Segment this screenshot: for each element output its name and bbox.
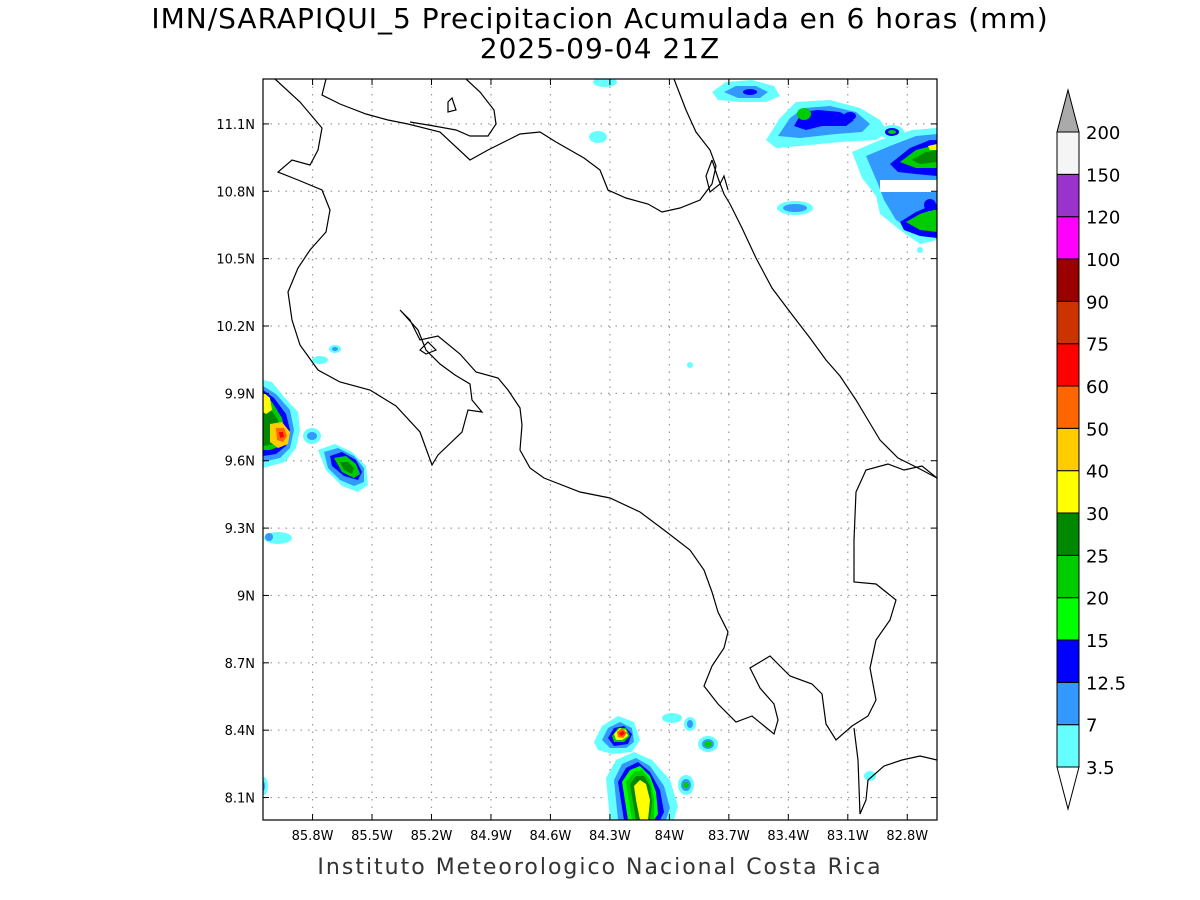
lon-tick-label: 84.6W xyxy=(530,829,572,844)
map-timestamp: 2025-09-04 21Z xyxy=(479,32,721,65)
colorbar-label: 25 xyxy=(1086,546,1109,567)
lat-tick-label: 9.3N xyxy=(225,522,255,537)
lat-tick-label: 9N xyxy=(237,589,255,604)
colorbar-swatch xyxy=(1056,681,1080,726)
precip-cell-west-coast xyxy=(263,380,300,795)
colorbar-label: 12.5 xyxy=(1086,673,1126,694)
lat-tick-label: 8.1N xyxy=(225,792,255,807)
lon-tick-label: 83.4W xyxy=(767,829,809,844)
map-title: IMN/SARAPIQUI_5 Precipitacion Acumulada … xyxy=(151,2,1049,35)
lon-tick-label: 85.5W xyxy=(351,829,393,844)
lat-tick-label: 10.2N xyxy=(216,320,255,335)
colorbar-label: 100 xyxy=(1086,250,1120,271)
colorbar-swatch xyxy=(1056,343,1080,387)
lon-tick-label: 82.8W xyxy=(886,829,928,844)
colorbar-label: 7 xyxy=(1086,716,1097,737)
island-shape xyxy=(447,96,457,113)
colorbar-swatch xyxy=(1056,300,1080,345)
colorbar-label: 20 xyxy=(1086,589,1109,610)
precip-cell-caribbean xyxy=(589,79,937,253)
lat-tick-label: 10.5N xyxy=(216,253,255,268)
lat-tick-label: 9.9N xyxy=(225,387,255,402)
lake-nicaragua-shore xyxy=(409,79,497,137)
colorbar-label: 90 xyxy=(1086,292,1109,313)
plot-area xyxy=(263,79,937,820)
lat-tick-label: 8.4N xyxy=(225,724,255,739)
caribbean-coast-south xyxy=(711,159,937,479)
colorbar-label: 75 xyxy=(1086,335,1109,356)
precip-cell-south xyxy=(594,362,876,820)
lat-tick-label: 9.6N xyxy=(225,455,255,470)
lat-tick-label: 11.1N xyxy=(216,118,255,133)
lon-tick-label: 83.1W xyxy=(827,829,869,844)
axis-labels: 11.1N 10.8N 10.5N 10.2N 9.9N 9.6N 9.3N 9N 8.7N 8.… xyxy=(216,79,937,844)
nicoya-island xyxy=(419,341,438,355)
colorbar-label: 60 xyxy=(1086,377,1109,398)
colorbar-swatch xyxy=(1056,385,1080,429)
colorbar-swatch xyxy=(1056,427,1080,472)
colorbar-label: 15 xyxy=(1086,631,1109,652)
colorbar-swatch xyxy=(1056,639,1080,683)
pacific-coastline xyxy=(274,79,937,741)
osa-peninsula-line xyxy=(705,159,729,194)
panama-border xyxy=(853,727,937,815)
footer-credit: Instituto Meteorologico Nacional Costa R… xyxy=(317,855,883,880)
lat-tick-label: 10.8N xyxy=(216,185,255,200)
colorbar-label: 3.5 xyxy=(1086,758,1115,779)
lat-tick-label: 8.7N xyxy=(225,657,255,672)
colorbar-label: 50 xyxy=(1086,419,1109,440)
colorbar-swatch xyxy=(1056,131,1080,175)
colorbar-swatch xyxy=(1056,554,1080,599)
colorbar-label: 200 xyxy=(1086,123,1120,144)
precip-cell-nicoya-offshore xyxy=(303,345,368,492)
caribbean-coastline xyxy=(321,79,717,213)
colorbar-swatch xyxy=(1056,258,1080,302)
colorbar-label: 40 xyxy=(1086,462,1109,483)
plot-frame xyxy=(262,78,938,821)
lon-tick-label: 84.3W xyxy=(589,829,631,844)
colorbar-bottom-arrow xyxy=(1056,766,1080,811)
colorbar-swatch xyxy=(1056,173,1080,218)
colorbar-label: 120 xyxy=(1086,208,1120,229)
lon-tick-label: 84.9W xyxy=(470,829,512,844)
colorbar-label: 150 xyxy=(1086,165,1120,186)
lon-tick-label: 83.7W xyxy=(708,829,750,844)
colorbar: 3.5 7 12.5 15 20 25 30 40 50 60 75 90 100 120 150 200 xyxy=(1056,88,1126,811)
colorbar-swatch xyxy=(1056,512,1080,556)
colorbar-swatch xyxy=(1056,216,1080,260)
colorbar-label: 30 xyxy=(1086,504,1109,525)
colorbar-swatch xyxy=(1056,470,1080,514)
colorbar-swatch xyxy=(1056,724,1080,768)
coastline-layer xyxy=(274,79,937,815)
colorbar-top-arrow xyxy=(1056,88,1080,133)
colorbar-swatch xyxy=(1056,597,1080,641)
lon-tick-label: 85.2W xyxy=(411,829,453,844)
lon-tick-label: 85.8W xyxy=(292,829,334,844)
lon-tick-label: 84W xyxy=(655,829,685,844)
precipitation-layer xyxy=(263,79,937,820)
